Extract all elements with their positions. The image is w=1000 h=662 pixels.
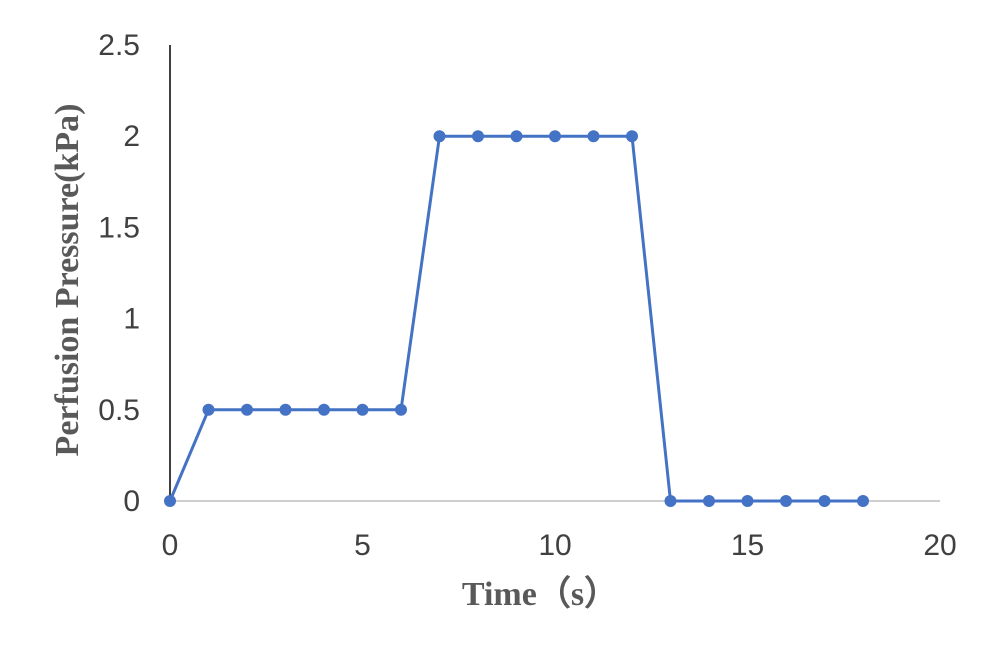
series-line bbox=[168, 134, 863, 503]
series-layer bbox=[164, 130, 869, 507]
data-point bbox=[164, 495, 176, 507]
data-point bbox=[395, 403, 407, 416]
y-tick-label: 1.5 bbox=[98, 211, 140, 244]
data-point bbox=[741, 495, 754, 507]
data-point bbox=[202, 403, 215, 416]
x-tick-label: 15 bbox=[731, 529, 764, 562]
y-tick-labels: 0 0.5 1 1.5 2 2.5 bbox=[98, 29, 140, 518]
y-axis-title: Perfusion Pressure(kPa) bbox=[49, 104, 86, 457]
data-point bbox=[703, 495, 715, 507]
data-point bbox=[664, 495, 677, 507]
data-point bbox=[857, 495, 869, 507]
data-point bbox=[356, 403, 369, 416]
x-tick-label: 20 bbox=[923, 529, 956, 562]
data-point bbox=[433, 130, 446, 143]
x-tick-label: 5 bbox=[354, 529, 371, 562]
data-point bbox=[279, 403, 292, 416]
y-tick-label: 2 bbox=[123, 120, 140, 153]
y-tick-label: 0 bbox=[123, 485, 140, 518]
data-point bbox=[510, 130, 523, 143]
x-tick-label: 10 bbox=[538, 529, 571, 562]
data-point bbox=[818, 495, 831, 507]
data-point bbox=[626, 130, 638, 143]
y-tick-label: 2.5 bbox=[98, 29, 140, 62]
x-tick-labels: 0 5 10 15 20 bbox=[162, 529, 957, 562]
data-point bbox=[241, 403, 253, 416]
data-point bbox=[318, 403, 330, 416]
data-point bbox=[587, 130, 600, 143]
y-tick-label: 1 bbox=[123, 303, 140, 336]
data-point bbox=[780, 495, 792, 507]
y-tick-label: 0.5 bbox=[98, 394, 140, 427]
x-tick-label: 0 bbox=[162, 529, 179, 562]
x-axis-title: Time（s） bbox=[462, 574, 618, 613]
data-point bbox=[549, 130, 561, 143]
data-point bbox=[472, 130, 484, 143]
